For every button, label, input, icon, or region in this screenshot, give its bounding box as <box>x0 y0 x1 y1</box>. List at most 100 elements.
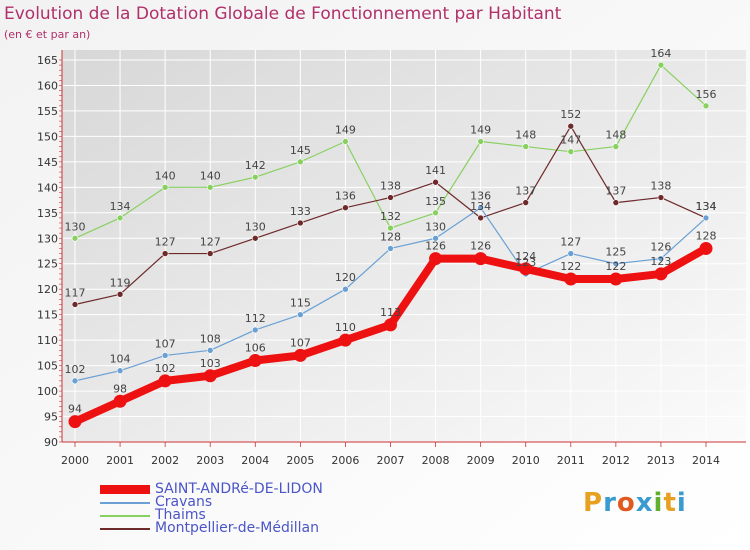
data-point <box>657 61 665 69</box>
data-label: 142 <box>245 159 266 172</box>
data-point <box>158 374 172 388</box>
data-labels: 130 134 140 140 142 145 149 132 135 149 148 147 148 1… <box>65 47 717 416</box>
y-tick-label: 145 <box>37 156 58 169</box>
data-point <box>297 311 304 318</box>
data-point <box>387 245 394 252</box>
legend-item-cravans: Cravans <box>100 494 400 510</box>
data-point <box>429 252 443 266</box>
logo-letter: i <box>653 488 664 518</box>
data-label: 149 <box>335 123 356 136</box>
legend-item-saint-andre: SAINT-ANDRé-DE-LIDON <box>100 481 400 497</box>
y-tick-label: 115 <box>37 309 58 322</box>
data-point <box>387 224 394 232</box>
data-label: 107 <box>290 336 311 349</box>
legend-label-thaims: Thaims <box>155 507 206 523</box>
data-point <box>116 290 124 298</box>
data-label: 103 <box>200 357 221 370</box>
data-label: 119 <box>110 276 131 289</box>
data-label: 102 <box>155 362 176 375</box>
data-label: 136 <box>335 190 356 203</box>
y-tick-label: 110 <box>37 334 58 347</box>
x-tick-label: 2006 <box>331 454 359 467</box>
data-point <box>477 204 484 212</box>
logo-letter: i <box>676 488 687 518</box>
legend-label-cravans: Cravans <box>155 494 213 510</box>
logo-letter: t <box>663 488 677 518</box>
data-point <box>612 260 620 268</box>
data-point <box>702 214 710 222</box>
data-point <box>567 148 575 155</box>
data-label: 126 <box>425 240 446 253</box>
series <box>68 61 713 429</box>
data-point <box>71 377 79 385</box>
y-tick-label: 140 <box>37 181 58 194</box>
data-label: 120 <box>335 271 356 284</box>
logo-letter: P <box>583 488 604 518</box>
data-label: 148 <box>515 129 536 142</box>
data-label: 156 <box>696 88 717 101</box>
data-point <box>71 234 79 242</box>
data-label: 115 <box>290 297 311 310</box>
data-point <box>206 184 214 191</box>
data-point <box>477 138 484 145</box>
data-point <box>474 252 488 266</box>
data-point <box>702 102 710 110</box>
data-label: 152 <box>560 108 581 121</box>
y-tick-label: 105 <box>37 360 58 373</box>
y-tick-label: 90 <box>44 436 58 449</box>
data-label: 94 <box>68 403 82 416</box>
data-label: 134 <box>696 200 717 213</box>
data-label: 108 <box>200 332 221 345</box>
data-label: 110 <box>335 321 356 334</box>
data-label: 128 <box>696 229 717 242</box>
data-label: 140 <box>155 169 176 182</box>
data-point <box>161 184 169 191</box>
y-tick-label: 160 <box>37 79 58 92</box>
data-point <box>68 415 82 429</box>
data-label: 126 <box>470 240 491 253</box>
data-point <box>612 143 620 150</box>
y-tick-label: 130 <box>37 232 58 245</box>
data-label: 113 <box>380 306 401 319</box>
data-point <box>612 199 620 206</box>
y-tick-label: 165 <box>37 54 58 67</box>
data-point <box>384 318 397 332</box>
data-label: 149 <box>470 123 491 136</box>
data-label: 136 <box>470 190 491 203</box>
x-tick-label: 2003 <box>196 454 224 467</box>
data-label: 122 <box>605 260 626 273</box>
x-tick-label: 2007 <box>377 454 405 467</box>
legend-swatch-cravans <box>100 502 150 504</box>
y-tick-label: 150 <box>37 130 58 143</box>
data-point <box>519 262 533 276</box>
data-point <box>699 241 713 255</box>
x-tick-label: 2013 <box>647 454 675 467</box>
legend-label-saint-andre: SAINT-ANDRé-DE-LIDON <box>155 481 323 497</box>
x-tick-label: 2000 <box>61 454 89 467</box>
data-point <box>657 255 665 262</box>
proxiti-logo: Proxiti <box>583 488 687 518</box>
x-tick-label: 2009 <box>467 454 495 467</box>
data-point <box>338 333 352 347</box>
data-label: 140 <box>200 169 221 182</box>
data-label: 141 <box>425 164 446 177</box>
data-label: 102 <box>65 363 86 376</box>
data-point <box>297 219 304 227</box>
data-point <box>432 209 439 217</box>
data-point <box>248 354 262 368</box>
data-label: 112 <box>245 312 266 325</box>
data-label: 130 <box>245 220 266 233</box>
legend: SAINT-ANDRé-DE-LIDON Cravans Thaims Mont… <box>100 481 400 536</box>
data-point <box>251 326 259 334</box>
x-tick-label: 2008 <box>422 454 450 467</box>
data-label: 145 <box>290 144 311 157</box>
data-point <box>522 199 530 206</box>
legend-label-montpellier: Montpellier-de-Médillan <box>155 520 319 536</box>
data-point <box>342 204 349 212</box>
data-point <box>477 214 484 222</box>
data-label: 135 <box>425 195 446 208</box>
data-label: 117 <box>65 286 86 299</box>
data-point <box>567 122 575 130</box>
y-tick-label: 125 <box>37 258 58 271</box>
